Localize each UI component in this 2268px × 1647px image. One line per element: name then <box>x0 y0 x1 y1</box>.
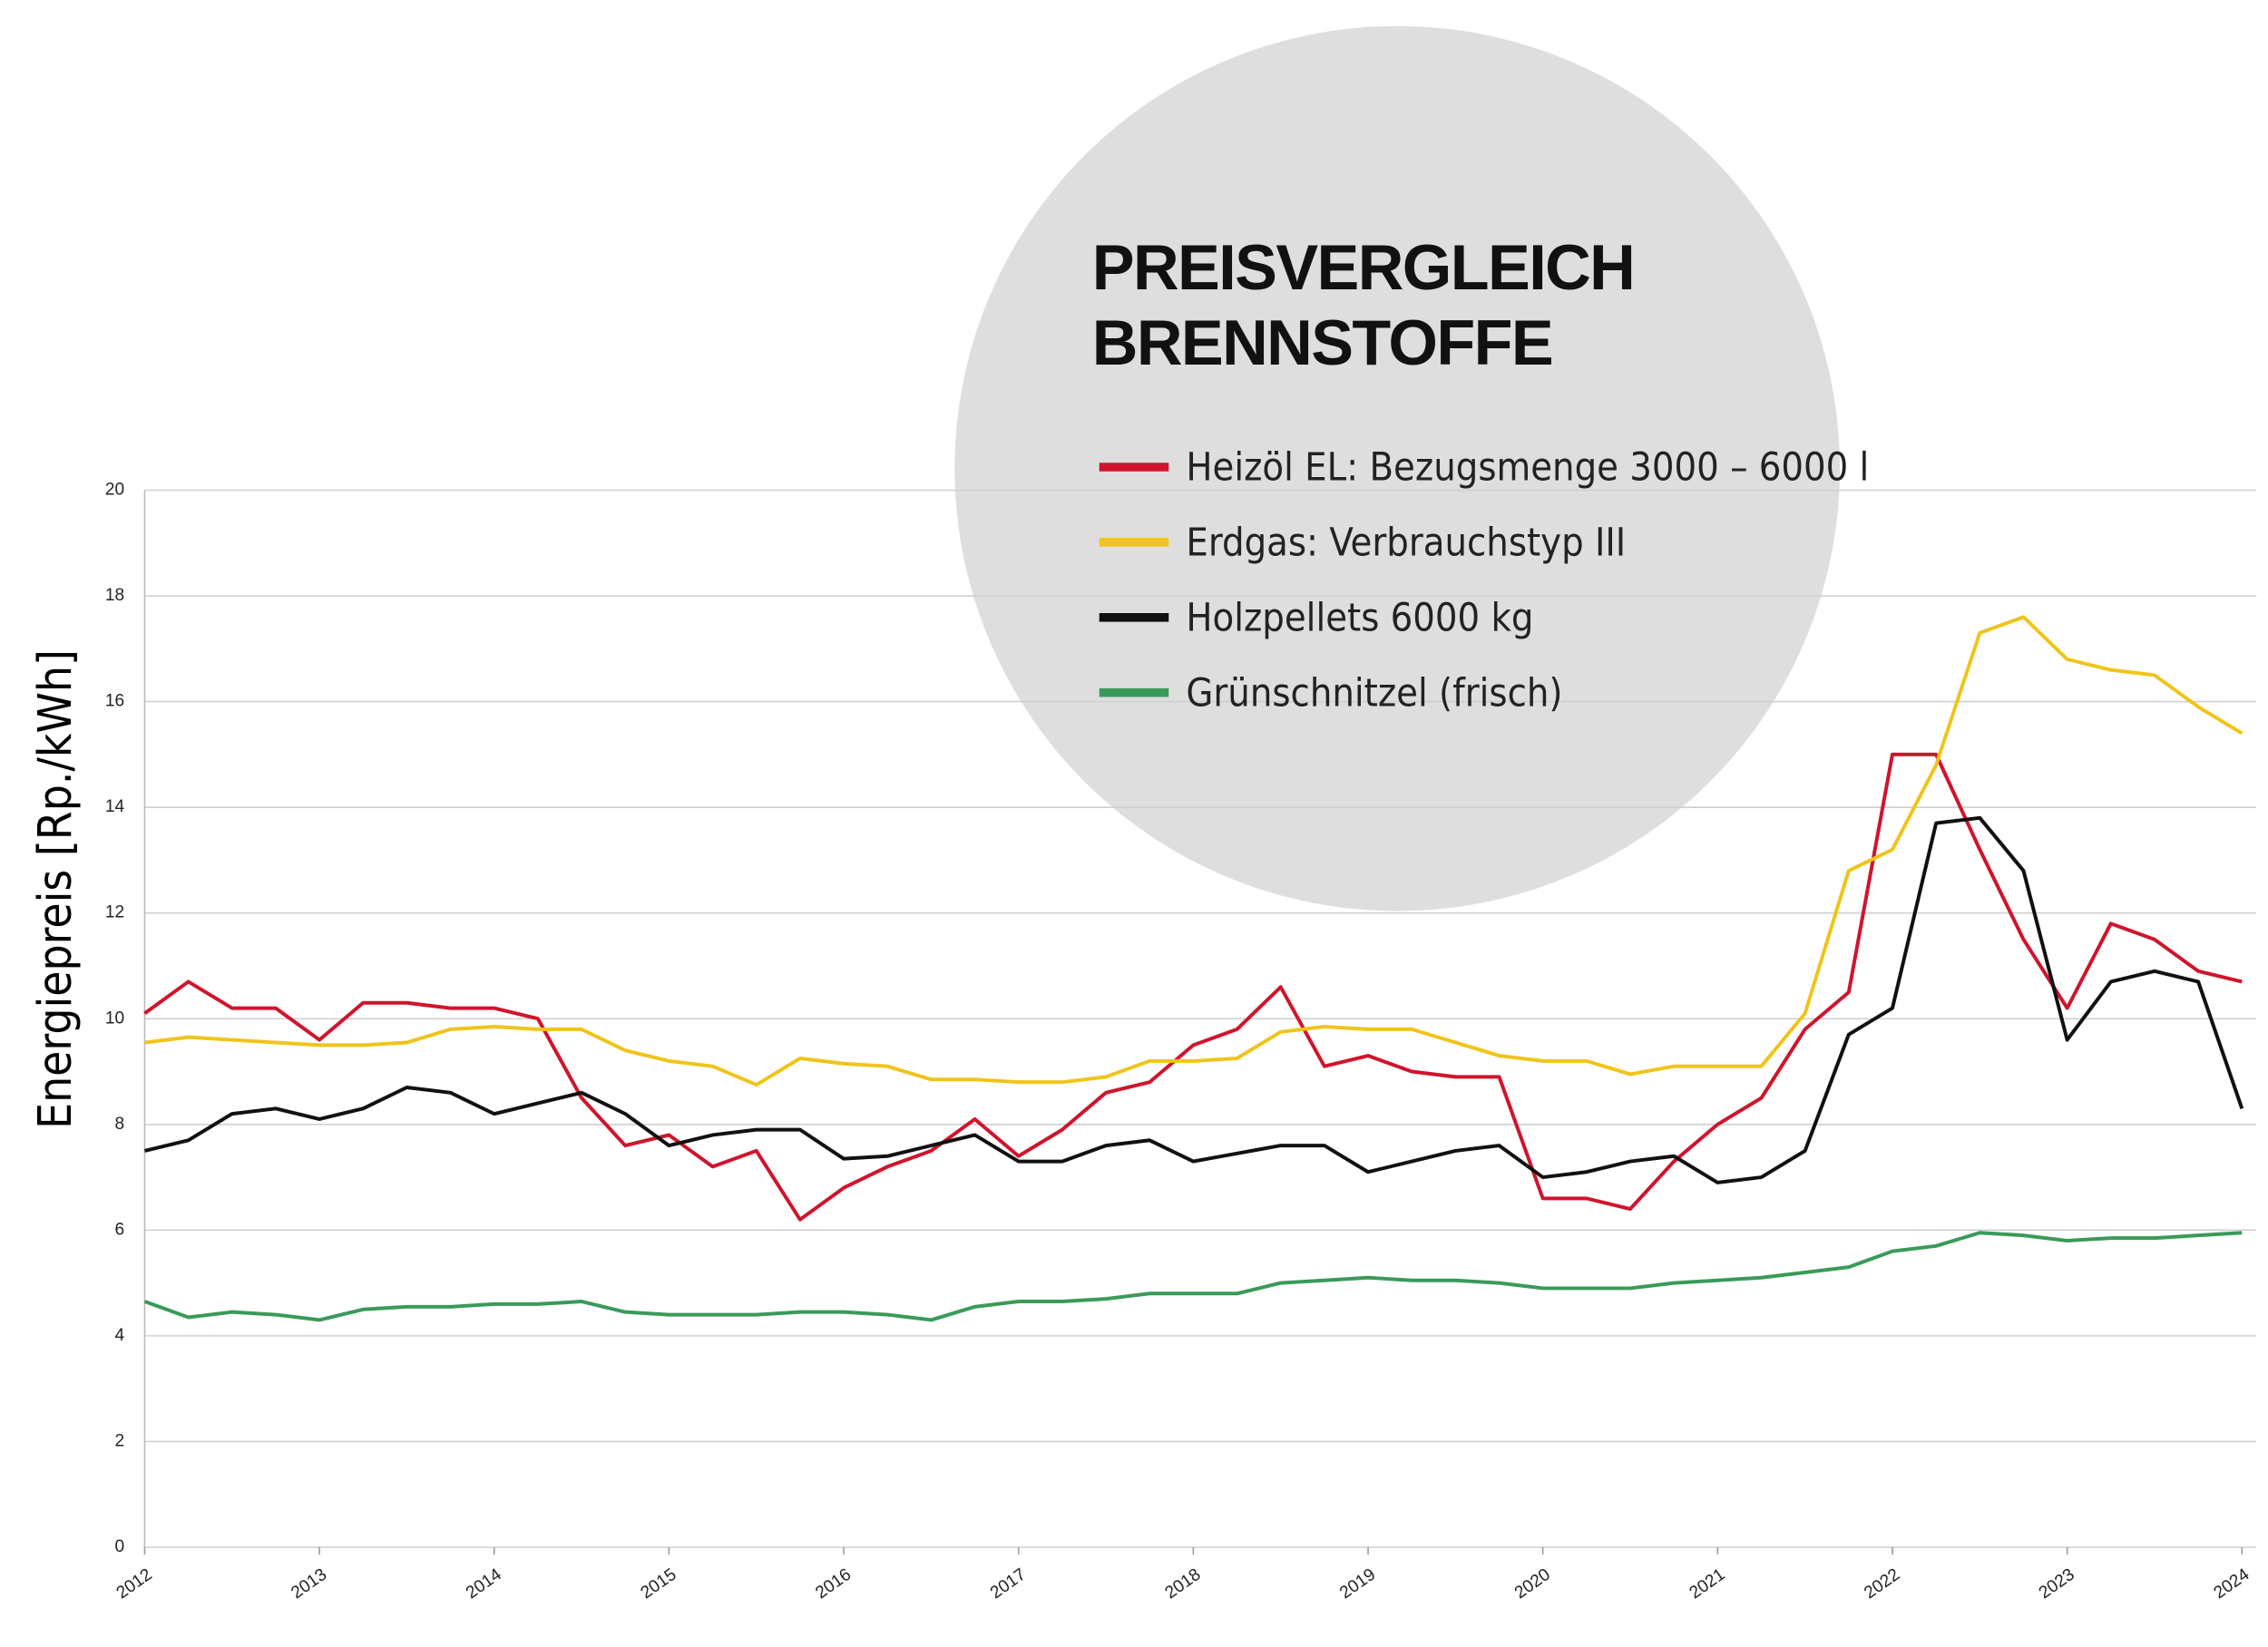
lines <box>143 615 2244 1322</box>
y-tick-label: 16 <box>105 692 124 711</box>
title-box: PREISVERGLEICH BRENNSTOFFE <box>1091 232 1636 379</box>
y-tick-label: 2 <box>114 1431 124 1450</box>
y-axis-label: Energiepreis [Rp./kWh] <box>29 649 83 1129</box>
y-tick-label: 0 <box>114 1537 124 1556</box>
series-line <box>143 815 2244 1184</box>
legend: Heizöl EL: Bezugsmenge 3000 – 6000 l Erdg… <box>1099 445 1869 716</box>
y-tick-label: 14 <box>105 797 125 816</box>
y-tick-label: 6 <box>114 1220 124 1239</box>
legend-label: Holzpellets 6000 kg <box>1186 595 1533 640</box>
y-tick-label: 18 <box>105 586 124 605</box>
y-tick-label: 4 <box>114 1326 124 1345</box>
chart-title: PREISVERGLEICH BRENNSTOFFE <box>1091 232 1636 379</box>
series-line <box>144 615 2244 1087</box>
series-line <box>143 752 2243 1222</box>
series-line <box>143 1231 2243 1322</box>
legend-circle-layer: PREISVERGLEICH BRENNSTOFFE <box>954 25 1841 911</box>
y-tick-label: 12 <box>105 903 124 922</box>
y-tick-label: 10 <box>105 1009 124 1028</box>
legend-label: Erdgas: Verbrauchstyp III <box>1186 521 1626 566</box>
legend-label: Heizöl EL: Bezugsmenge 3000 – 6000 l <box>1186 445 1869 491</box>
y-tick-label: 20 <box>105 481 124 500</box>
legend-background <box>954 25 1841 911</box>
y-tick-label: 8 <box>114 1115 124 1134</box>
legend-label: Grünschnitzel (frisch) <box>1186 670 1562 716</box>
